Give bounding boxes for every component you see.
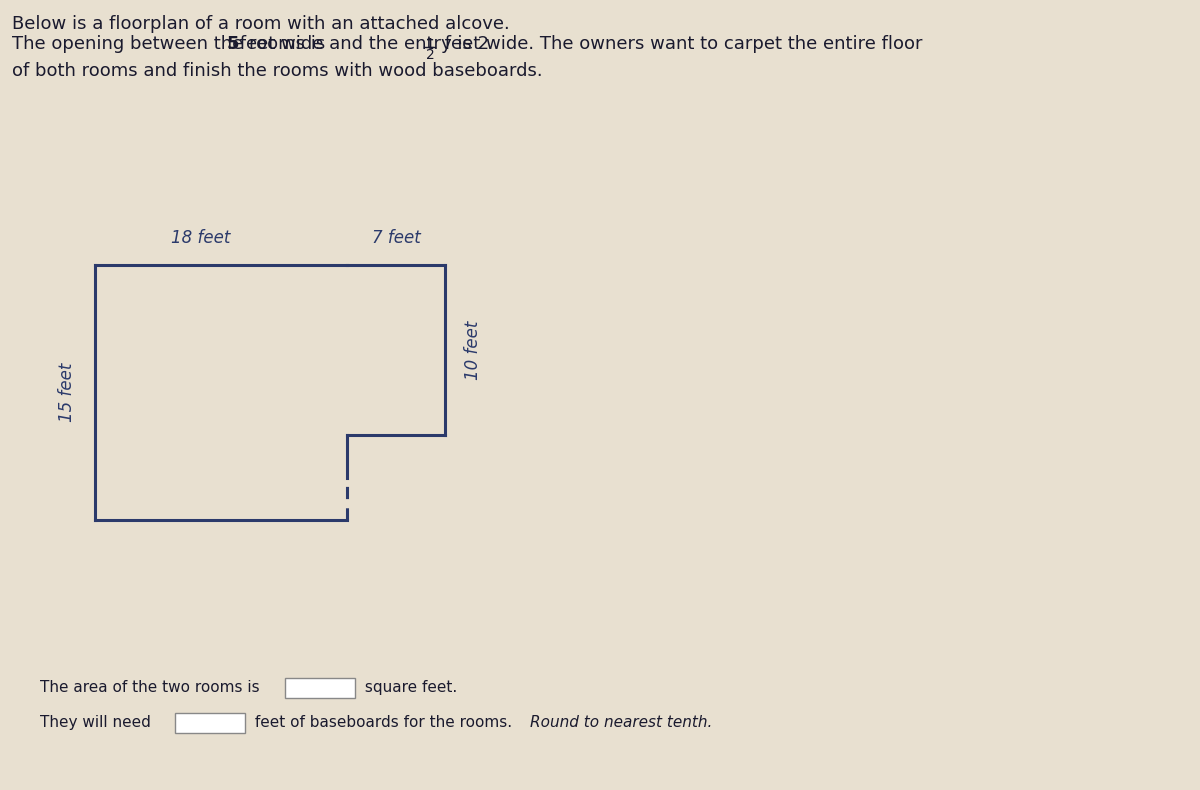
Text: 7 feet: 7 feet — [372, 229, 420, 247]
Text: feet wide and the entry is 2: feet wide and the entry is 2 — [234, 35, 490, 53]
Text: 15 feet: 15 feet — [58, 363, 76, 422]
Text: square feet.: square feet. — [360, 680, 457, 695]
Text: feet of baseboards for the rooms.: feet of baseboards for the rooms. — [250, 715, 517, 730]
Text: 2: 2 — [426, 48, 434, 62]
Text: 18 feet: 18 feet — [172, 229, 230, 247]
Text: 10 feet: 10 feet — [464, 320, 482, 380]
Bar — [175, 713, 245, 733]
Text: 1: 1 — [425, 37, 434, 51]
Text: Below is a floorplan of a room with an attached alcove.: Below is a floorplan of a room with an a… — [12, 15, 510, 33]
Text: Round to nearest tenth.: Round to nearest tenth. — [530, 715, 713, 730]
Text: of both rooms and finish the rooms with wood baseboards.: of both rooms and finish the rooms with … — [12, 62, 542, 80]
Text: The area of the two rooms is: The area of the two rooms is — [40, 680, 264, 695]
Text: The opening between the rooms is: The opening between the rooms is — [12, 35, 331, 53]
Text: feet wide. The owners want to carpet the entire floor: feet wide. The owners want to carpet the… — [439, 35, 923, 53]
Text: 5: 5 — [227, 35, 239, 53]
Text: They will need: They will need — [40, 715, 156, 730]
Bar — [286, 678, 355, 698]
